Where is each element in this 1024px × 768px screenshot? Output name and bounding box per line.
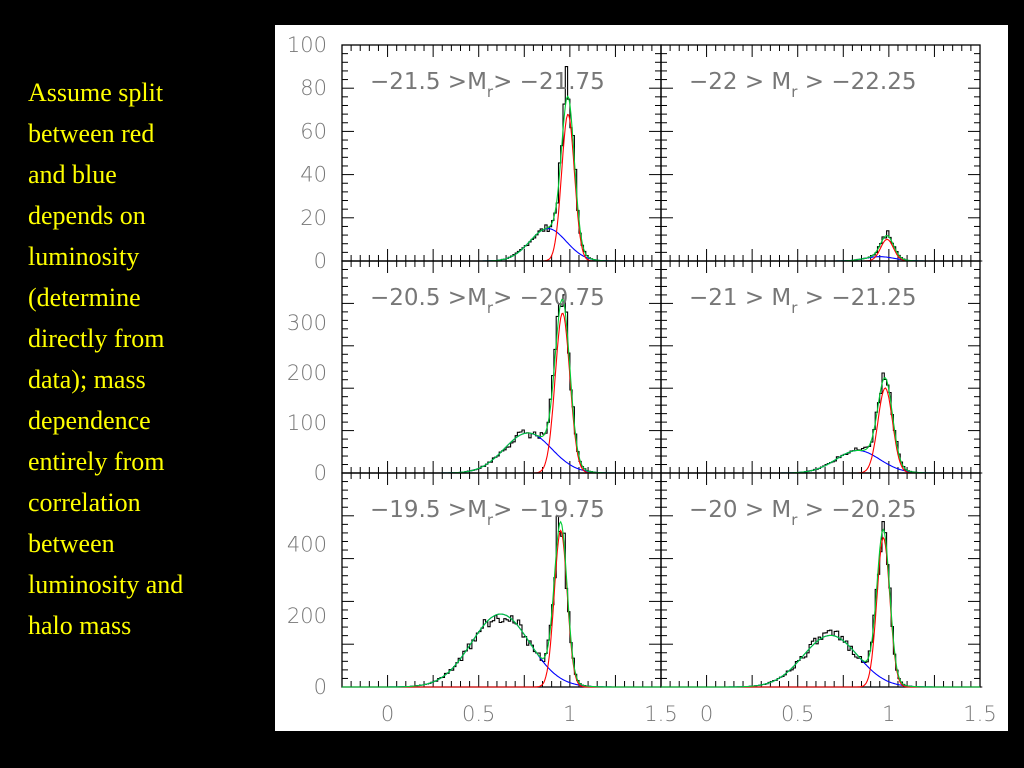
y-tick-label: 200 — [287, 361, 327, 385]
panel-title: −20 > Mr > −20.25 — [689, 497, 916, 529]
histogram-series — [661, 521, 983, 688]
panel-title: −19.5 >Mr> −19.75 — [370, 497, 605, 529]
red-component-line — [661, 536, 980, 688]
panel-title: −22 > Mr > −22.25 — [689, 69, 916, 101]
histogram-series — [342, 66, 664, 262]
y-tick-label: 300 — [287, 311, 327, 335]
y-tick-label: 0 — [314, 675, 327, 699]
panel-title: −20.5 >Mr> −20.75 — [370, 285, 605, 317]
red-component-line — [342, 529, 661, 688]
x-tick-label: 0.5 — [462, 702, 495, 726]
histogram-figure: 0 20 40 60 80 100 −21.5 >Mr> −21.75 −22 > Mr > … — [275, 25, 1008, 731]
y-tick-label: 60 — [300, 119, 327, 143]
x-tick-label: 1.5 — [963, 702, 996, 726]
total-fit-line — [342, 298, 661, 474]
x-tick-label: 0 — [381, 702, 394, 726]
y-tick-label: 20 — [300, 206, 327, 230]
blue-component-line — [342, 613, 661, 688]
total-fit-line — [342, 95, 661, 262]
y-tick-label: 200 — [287, 604, 327, 628]
panel-title: −21.5 >Mr> −21.75 — [370, 69, 605, 101]
slide-caption: Assume split between red and blue depend… — [28, 78, 184, 640]
blue-component-line — [661, 449, 980, 474]
blue-component-line — [342, 228, 661, 262]
y-tick-label: 100 — [287, 411, 327, 435]
histogram-series — [342, 515, 664, 688]
y-tick-label: 100 — [287, 33, 327, 57]
histogram-series — [342, 294, 664, 474]
x-tick-label: 1 — [882, 702, 895, 726]
panel-title: −21 > Mr > −21.25 — [689, 285, 916, 317]
x-tick-label: 0.5 — [781, 702, 814, 726]
blue-component-line — [661, 634, 980, 688]
total-fit-line — [661, 235, 980, 262]
blue-component-line — [342, 432, 661, 474]
x-tick-label: 1 — [563, 702, 576, 726]
x-tick-label: 0 — [700, 702, 713, 726]
total-fit-line — [661, 528, 980, 688]
x-tick-label: 1.5 — [644, 702, 677, 726]
red-component-line — [342, 113, 661, 262]
y-tick-label: 0 — [314, 461, 327, 485]
total-fit-line — [342, 520, 661, 688]
y-tick-label: 0 — [314, 249, 327, 273]
red-component-line — [661, 387, 980, 474]
red-component-line — [661, 238, 980, 262]
y-tick-label: 80 — [300, 76, 327, 100]
y-tick-label: 40 — [300, 163, 327, 187]
red-component-line — [342, 312, 661, 474]
total-fit-line — [661, 377, 980, 474]
histogram-series — [661, 372, 983, 474]
y-tick-label: 400 — [287, 533, 327, 557]
